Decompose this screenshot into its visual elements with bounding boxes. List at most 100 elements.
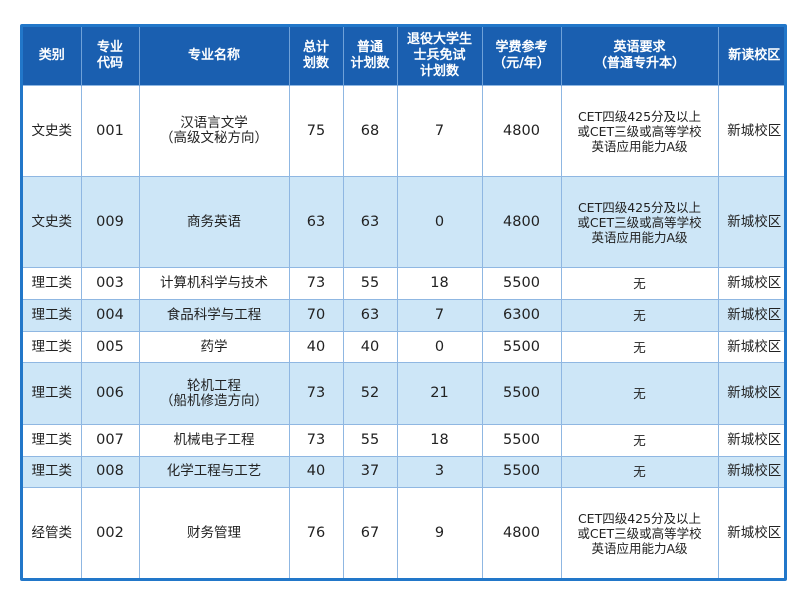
cell-tuition-text: 4800 xyxy=(503,122,540,139)
cell-english-line: 无 xyxy=(633,386,646,402)
cell-tuition-text: 4800 xyxy=(503,213,540,230)
cell-english: 无 xyxy=(561,362,719,425)
table-row: 理工类 008 化学工程与工艺 40 37 3 5500 无 新城校区 xyxy=(23,455,784,488)
cell-english-line: 英语应用能力A级 xyxy=(591,138,688,154)
cell-english: 无 xyxy=(561,267,719,300)
cell-code: 002 xyxy=(81,487,140,578)
cell-code-text: 003 xyxy=(96,275,124,292)
header-category: 类别 xyxy=(23,27,82,86)
cell-general: 67 xyxy=(343,487,398,578)
cell-total-text: 40 xyxy=(306,338,326,355)
cell-english: CET四级425分及以上 或CET三级或高等学校 英语应用能力A级 xyxy=(561,176,719,268)
cell-name: 计算机科学与技术 xyxy=(139,267,290,300)
cell-code-text: 001 xyxy=(96,122,124,139)
cell-name: 化学工程与工艺 xyxy=(139,455,290,488)
cell-veteran: 7 xyxy=(397,299,483,332)
cell-tuition-text: 5500 xyxy=(503,431,540,448)
cell-english-line: 或CET三级或高等学校 xyxy=(577,123,702,139)
cell-total: 73 xyxy=(289,423,344,457)
cell-category-text: 理工类 xyxy=(31,431,73,448)
cell-veteran-text: 21 xyxy=(430,385,449,402)
cell-english: 无 xyxy=(561,423,719,457)
table-row: 理工类 007 机械电子工程 73 55 18 5500 无 新城校区 xyxy=(23,423,784,457)
cell-code: 003 xyxy=(81,267,140,300)
cell-english: CET四级425分及以上 或CET三级或高等学校 英语应用能力A级 xyxy=(561,84,719,177)
cell-english-line: 无 xyxy=(633,432,646,448)
cell-code-text: 004 xyxy=(96,306,124,323)
cell-campus-text: 新城校区 xyxy=(727,524,782,541)
cell-general: 52 xyxy=(343,362,398,425)
cell-category: 理工类 xyxy=(23,423,82,457)
cell-campus-text: 新城校区 xyxy=(727,463,782,480)
cell-english: 无 xyxy=(561,455,719,488)
cell-tuition: 5500 xyxy=(482,267,562,300)
cell-veteran-text: 7 xyxy=(434,122,445,139)
cell-total-text: 73 xyxy=(306,431,326,448)
cell-english-line: 或CET三级或高等学校 xyxy=(577,525,702,541)
cell-general: 55 xyxy=(343,267,398,300)
cell-campus: 新城校区 xyxy=(718,84,784,177)
cell-campus-text: 新城校区 xyxy=(727,338,782,355)
cell-veteran: 18 xyxy=(397,267,483,300)
cell-general-text: 37 xyxy=(360,463,380,480)
cell-veteran-text: 3 xyxy=(434,463,445,480)
cell-category: 理工类 xyxy=(23,455,82,488)
header-code: 专业 代码 xyxy=(81,27,140,86)
cell-name-line: 财务管理 xyxy=(187,524,241,541)
cell-tuition-text: 5500 xyxy=(503,275,540,292)
cell-campus: 新城校区 xyxy=(718,362,784,425)
cell-category: 文史类 xyxy=(23,176,82,268)
cell-total: 73 xyxy=(289,362,344,425)
cell-category: 理工类 xyxy=(23,267,82,300)
cell-veteran: 0 xyxy=(397,176,483,268)
cell-name: 财务管理 xyxy=(139,487,290,578)
cell-name: 机械电子工程 xyxy=(139,423,290,457)
cell-category-text: 理工类 xyxy=(31,306,73,323)
cell-category-text: 理工类 xyxy=(31,338,73,355)
cell-english-line: 无 xyxy=(633,276,646,292)
cell-general-text: 55 xyxy=(360,275,380,292)
cell-english-line: CET四级425分及以上 xyxy=(577,108,702,124)
cell-tuition-text: 5500 xyxy=(503,338,540,355)
cell-veteran-text: 0 xyxy=(434,213,445,230)
cell-code-text: 008 xyxy=(96,463,124,480)
cell-total-text: 73 xyxy=(306,275,326,292)
cell-campus-text: 新城校区 xyxy=(727,306,782,323)
cell-campus-text: 新城校区 xyxy=(727,431,782,448)
cell-total-text: 73 xyxy=(306,385,326,402)
header-english: 英语要求 （普通专升本） xyxy=(561,27,719,86)
cell-total-text: 70 xyxy=(306,306,326,323)
cell-code-text: 002 xyxy=(96,524,124,541)
cell-english: 无 xyxy=(561,330,719,363)
cell-campus-text: 新城校区 xyxy=(727,275,782,292)
cell-code-text: 009 xyxy=(96,213,124,230)
table-row: 理工类 004 食品科学与工程 70 63 7 6300 无 新城校区 xyxy=(23,299,784,332)
header-general: 普通 计划数 xyxy=(343,27,398,86)
cell-name-line: 汉语言文学 xyxy=(180,115,248,132)
cell-name-line: 轮机工程 xyxy=(187,377,241,394)
cell-tuition: 5500 xyxy=(482,362,562,425)
cell-english-line: 无 xyxy=(633,464,646,480)
cell-campus-text: 新城校区 xyxy=(727,122,782,139)
cell-name-line: 商务英语 xyxy=(187,213,241,230)
table-row: 文史类 009 商务英语 63 63 0 4800 CET四级425分及以上 或CET三级或高等… xyxy=(23,176,784,268)
cell-english: CET四级425分及以上 或CET三级或高等学校 英语应用能力A级 xyxy=(561,487,719,578)
cell-tuition-text: 4800 xyxy=(503,524,540,541)
header-campus: 新读校区 xyxy=(718,27,784,86)
table-body: 文史类 001 汉语言文学 （高级文秘方向） 75 68 7 4800 CET四级425分及以上… xyxy=(23,84,784,578)
cell-campus: 新城校区 xyxy=(718,487,784,578)
cell-general-text: 40 xyxy=(360,338,380,355)
cell-name: 药学 xyxy=(139,330,290,363)
cell-category-text: 理工类 xyxy=(31,385,73,402)
cell-code: 004 xyxy=(81,299,140,332)
cell-category: 经管类 xyxy=(23,487,82,578)
cell-campus: 新城校区 xyxy=(718,267,784,300)
table-header-row: 类别 专业 代码 专业名称 总计 划数 普通 计划数 退役大学生 士兵免试 计划数 学费参… xyxy=(23,27,784,86)
header-name: 专业名称 xyxy=(139,27,290,86)
table-row: 经管类 002 财务管理 76 67 9 4800 CET四级425分及以上 或CET三级或高等… xyxy=(23,487,784,578)
cell-general-text: 63 xyxy=(360,213,380,230)
cell-total: 75 xyxy=(289,84,344,177)
cell-veteran-text: 18 xyxy=(430,275,449,292)
cell-total: 63 xyxy=(289,176,344,268)
cell-code: 006 xyxy=(81,362,140,425)
